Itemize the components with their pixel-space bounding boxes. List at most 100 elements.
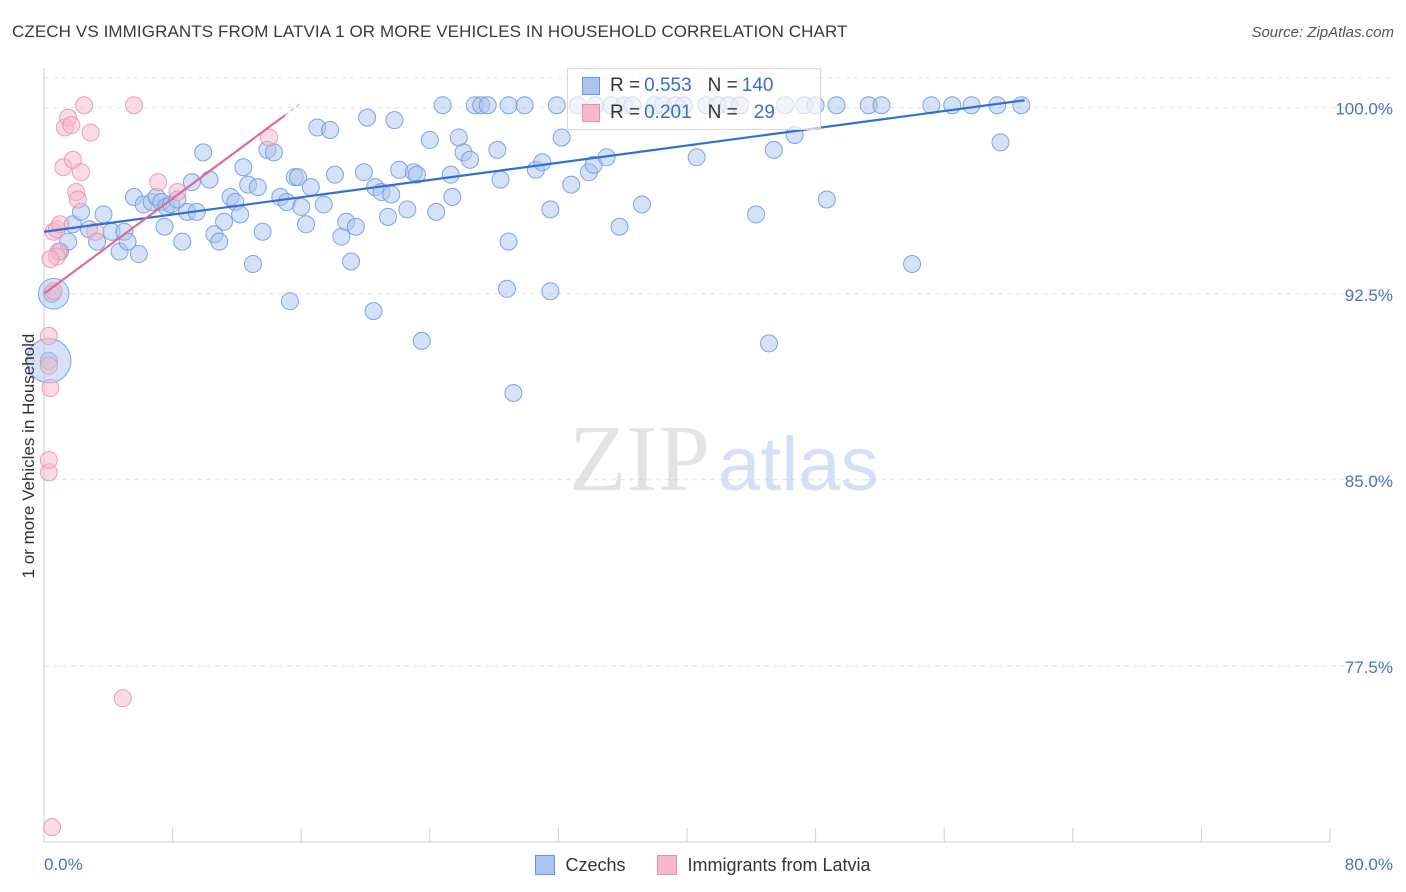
stats-r-label: R = [610,75,641,96]
legend-label-czechs: Czechs [565,854,626,875]
point-czechs [817,190,836,209]
legend-item-latvia: Immigrants from Latvia [657,854,871,876]
point-czechs [325,165,344,184]
point-czechs [379,207,398,226]
point-latvia [68,190,87,209]
point-czechs [155,217,174,236]
point-czechs [687,148,706,167]
point-latvia [86,222,105,241]
point-czechs [903,254,922,273]
y-tick-label: 92.5% [1345,286,1393,305]
stats-swatch-latvia [582,104,600,122]
point-czechs [541,200,560,219]
y-tick-label: 85.0% [1345,472,1393,491]
point-czechs [533,153,552,172]
point-latvia [43,818,62,837]
point-czechs [321,121,340,140]
watermark-atlas: atlas [718,422,879,507]
point-czechs [264,143,283,162]
point-czechs [253,222,272,241]
point-czechs [200,170,219,189]
legend-swatch-latvia [657,855,678,875]
stats-row-latvia: R = 0.201 N = 29 [582,101,775,125]
point-czechs [443,188,462,206]
point-czechs [234,158,253,177]
point-czechs [747,205,766,224]
point-czechs [610,217,629,236]
legend-swatch-czechs [535,855,556,875]
y-tick-label: 77.5% [1345,658,1393,677]
point-czechs [248,178,267,197]
point-czechs [94,205,113,224]
trend-line-extension-latvia [284,102,302,116]
point-czechs [827,96,846,115]
stats-n-value: 29 [753,102,775,123]
point-latvia [41,379,60,398]
point-czechs [632,195,651,214]
point-czechs [420,130,439,149]
point-czechs [449,128,468,147]
stats-n-label: N = [707,75,738,96]
point-czechs [499,96,518,115]
legend-label-latvia: Immigrants from Latvia [687,854,871,875]
point-czechs [499,232,518,251]
y-tick-label: 100.0% [1335,100,1393,119]
point-czechs [398,200,417,219]
trend-line-latvia [43,114,286,295]
point-czechs [552,128,571,147]
chart-source: Source: ZipAtlas.com [1251,24,1394,41]
point-latvia [149,173,168,192]
point-czechs [515,96,534,115]
point-latvia [113,689,132,708]
point-czechs [547,96,566,115]
data-points [26,96,1031,837]
point-latvia [39,356,58,375]
point-czechs [231,205,250,224]
point-czechs [243,254,262,273]
stats-r-value: 0.553 [644,75,692,96]
y-axis-label: 1 or more Vehicles in Household [19,334,38,579]
point-czechs [497,279,516,298]
point-czechs [129,245,148,264]
trend-line-czechs [43,99,1025,233]
stats-box: R = 0.553 N = 140 R = 0.201 N = 29 [567,68,821,130]
point-czechs [759,334,778,353]
point-latvia [75,96,94,115]
point-czechs [385,111,404,130]
point-czechs [280,292,299,311]
point-czechs [297,215,316,234]
point-czechs [478,96,497,115]
point-czechs [194,143,213,162]
x-tick-label-max: 80.0% [1345,855,1393,874]
point-latvia [81,123,100,142]
point-czechs [407,165,426,184]
point-czechs [962,96,981,115]
stats-r-value: 0.201 [644,102,692,123]
chart-title: CZECH VS IMMIGRANTS FROM LATVIA 1 OR MOR… [12,22,848,41]
trend-lines [43,99,1025,295]
point-latvia [39,326,58,345]
point-latvia [260,128,279,147]
point-czechs [292,197,311,216]
point-czechs [314,195,333,214]
point-czechs [441,165,460,184]
point-latvia [44,282,63,301]
point-czechs [301,178,320,197]
point-czechs [488,140,507,159]
point-czechs [541,282,560,301]
x-tick-label-min: 0.0% [44,855,83,874]
stats-n-value: 140 [741,75,774,96]
point-czechs [872,96,891,115]
point-latvia [125,96,144,115]
point-latvia [39,450,58,469]
watermark: ZIP atlas [569,407,879,511]
stats-r-label: R = [610,102,641,123]
point-czechs [1012,96,1031,115]
legend: Czechs Immigrants from Latvia [0,852,1406,878]
tick-labels: 100.0% 92.5% 85.0% 77.5% 0.0% 80.0% [44,100,1393,874]
point-czechs [764,140,783,159]
point-czechs [342,252,361,271]
point-czechs [210,232,229,251]
point-latvia [168,183,187,202]
